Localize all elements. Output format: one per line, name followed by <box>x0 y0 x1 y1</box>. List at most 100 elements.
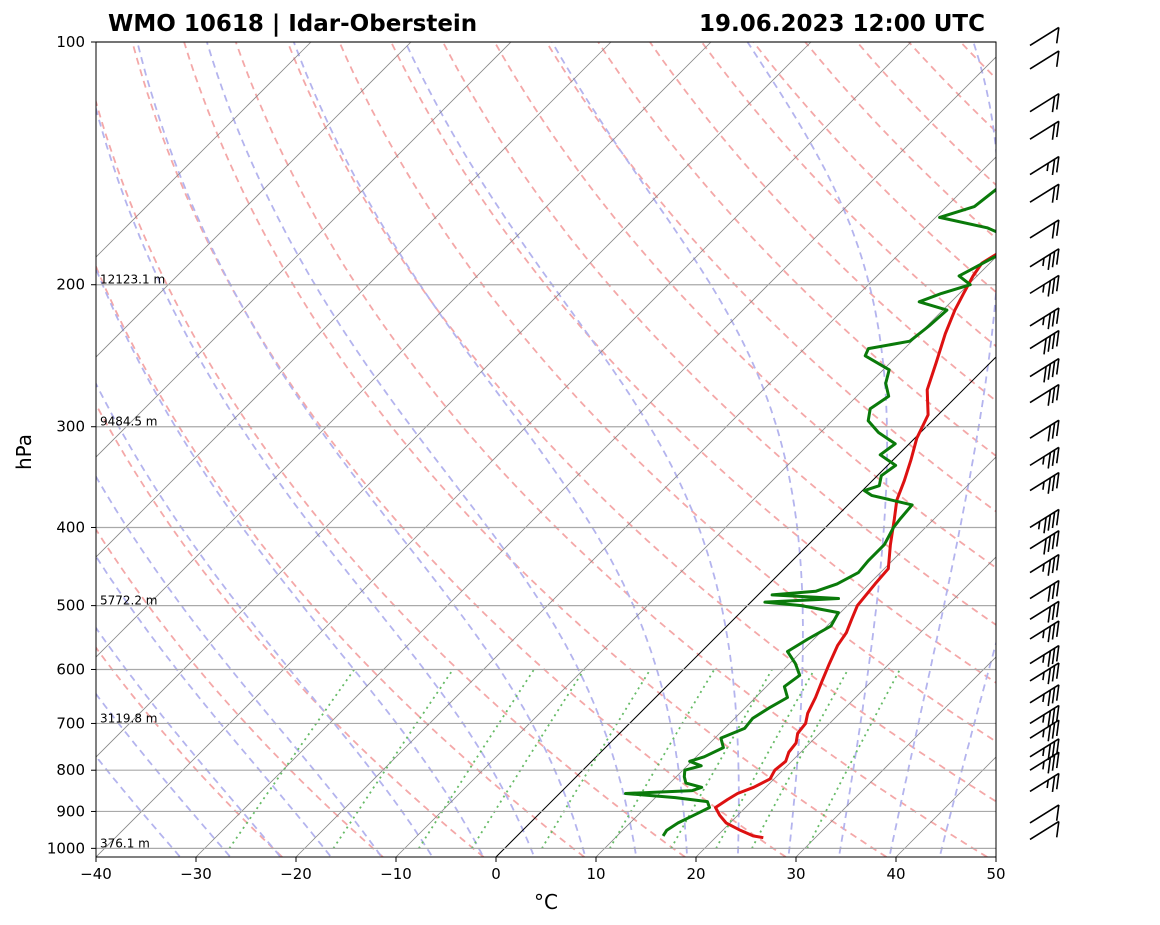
wind-barb <box>1029 662 1060 685</box>
dry-adiabat <box>545 42 996 513</box>
mixing-ratio-line <box>418 669 535 849</box>
height-labels: 12123.1 m 9484.5 m 5772.2 m 3119.8 m 376.1 m <box>100 273 165 851</box>
wind-barb-feather <box>1047 335 1052 352</box>
y-tick-label: 600 <box>56 660 85 678</box>
wind-barb-feather <box>1055 530 1060 547</box>
wind-barb-feather <box>1043 538 1047 555</box>
moist-adiabat <box>96 266 485 857</box>
wind-barb-feather <box>1047 363 1052 380</box>
x-tick-label: −40 <box>80 865 112 883</box>
mixing-ratio-line <box>715 669 816 849</box>
wind-barb <box>1029 553 1060 576</box>
wind-barb-feather <box>1051 775 1056 793</box>
wind-barb-feather <box>1051 186 1056 203</box>
dry-adiabat <box>96 264 585 857</box>
isotherm <box>995 856 996 857</box>
isotherm <box>695 556 996 857</box>
wind-barb <box>1029 508 1060 534</box>
wind-barb-feather <box>1055 752 1060 769</box>
wind-barb <box>1029 751 1060 774</box>
dry-adiabat <box>286 42 996 803</box>
wind-barb-feather <box>1047 535 1052 552</box>
wind-barb-feather <box>1055 601 1060 618</box>
y-tick-label: 700 <box>56 714 85 732</box>
wind-barb-feather <box>1055 580 1060 597</box>
wind-barb-feather <box>1055 219 1060 236</box>
wind-barb-feather <box>1051 310 1056 327</box>
wind-barb-feather <box>1055 509 1060 526</box>
wind-barb-feather <box>1055 447 1060 464</box>
isotherm <box>895 756 996 857</box>
wind-barb-feather <box>1055 27 1060 44</box>
wind-barb-feather <box>1051 96 1056 113</box>
profile-lines <box>624 187 996 840</box>
moist-adiabat <box>96 381 434 857</box>
wind-barb <box>1029 446 1060 469</box>
wind-barb <box>1029 92 1060 113</box>
wind-barb <box>1029 644 1060 667</box>
wind-barb-feather <box>1055 156 1060 173</box>
x-tick-label: −30 <box>180 865 212 883</box>
wind-barb-feather <box>1051 123 1056 140</box>
background-lines <box>96 42 996 857</box>
height-label: 9484.5 m <box>100 415 158 429</box>
pressure-gridlines <box>96 41 996 849</box>
wind-barb-feather <box>1047 668 1052 685</box>
wind-barb-feather <box>1051 741 1056 758</box>
wind-barb-half-feather <box>1042 630 1045 639</box>
wind-barb-feather <box>1055 384 1060 401</box>
wind-barb-feather <box>1047 710 1052 727</box>
isotherm <box>595 456 996 857</box>
wind-barb-feather <box>1051 754 1056 771</box>
mixing-ratio-line <box>806 669 901 849</box>
temperature-line <box>714 252 996 840</box>
moist-adiabat <box>96 692 232 857</box>
wind-barb-half-feather <box>1042 481 1045 490</box>
dry-adiabat <box>390 42 996 684</box>
wind-barb-half-feather <box>1042 317 1045 326</box>
wind-barb <box>1029 329 1060 355</box>
wind-barb-feather <box>1047 585 1052 602</box>
y-tick-label: 800 <box>56 761 85 779</box>
plot-frame <box>95 41 997 858</box>
wind-barb-half-feather <box>1042 257 1045 267</box>
wind-barb-feather <box>1051 648 1056 665</box>
wind-barb-half-feather <box>1046 163 1050 172</box>
wind-barb-feather <box>1051 222 1056 239</box>
wind-barb-half-feather <box>1042 456 1045 465</box>
dry-adiabat <box>183 42 887 857</box>
wind-barb <box>1029 183 1060 203</box>
x-tick-label: 10 <box>586 865 605 883</box>
wind-barb-feather <box>1051 361 1056 378</box>
wind-barb-feather <box>1055 773 1060 790</box>
wind-barb-feather <box>1047 606 1052 623</box>
wind-barb <box>1029 155 1060 176</box>
wind-barb-feather <box>1047 757 1052 774</box>
wind-barb-feather <box>1055 420 1060 437</box>
wind-barb-half-feather <box>1042 693 1045 703</box>
wind-barb <box>1029 50 1060 70</box>
dry-adiabat <box>856 42 996 187</box>
wind-barb-feather <box>1051 603 1056 620</box>
x-tick-label: 0 <box>491 865 501 883</box>
axis-ticks: −40 −30 −20 −10 0 10 20 30 40 50 100 200 300 400 500 60… <box>47 33 1006 883</box>
moist-adiabat <box>96 105 536 857</box>
dewpoint-line <box>624 187 996 837</box>
moist-adiabat <box>206 42 638 857</box>
wind-barb <box>1029 419 1060 442</box>
wind-barb <box>1029 719 1060 742</box>
wind-barb-half-feather <box>1042 654 1045 663</box>
wind-barb <box>1029 120 1060 140</box>
wind-barb-feather <box>1043 338 1047 355</box>
moist-adiabat <box>404 42 740 857</box>
wind-barb-feather <box>1055 184 1060 201</box>
wind-barb-staff <box>1029 26 1060 47</box>
wind-barbs <box>1029 26 1060 841</box>
x-tick-label: −10 <box>380 865 412 883</box>
isotherm <box>96 42 612 558</box>
wind-barb-feather <box>1055 307 1060 324</box>
mixing-ratio-line <box>471 669 585 849</box>
wind-barb-feather <box>1055 93 1060 110</box>
x-tick-label: 50 <box>986 865 1005 883</box>
wind-barb <box>1029 383 1060 406</box>
